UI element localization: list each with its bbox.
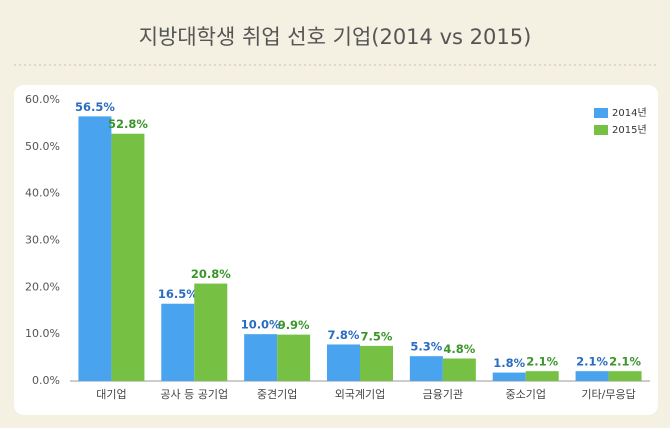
bar (575, 371, 609, 381)
x-tick-label: 기타/무응답 (581, 388, 635, 401)
legend-swatch (594, 108, 608, 118)
value-label: 56.5% (75, 100, 115, 114)
y-tick-label: 20.0% (25, 280, 60, 293)
bar (194, 283, 228, 381)
bar (492, 372, 526, 381)
y-tick-label: 30.0% (25, 234, 60, 247)
value-label: 5.3% (410, 340, 442, 354)
chart-title: 지방대학생 취업 선호 기업(2014 vs 2015) (139, 25, 532, 49)
bar (161, 303, 195, 381)
value-label: 2.1% (576, 355, 608, 369)
legend-swatch (594, 125, 608, 135)
value-label: 20.8% (191, 267, 231, 281)
bar (360, 345, 393, 381)
x-tick-label: 대기업 (96, 388, 126, 401)
value-label: 2.1% (526, 355, 558, 369)
value-label: 1.8% (493, 356, 525, 370)
y-tick-label: 60.0% (25, 93, 60, 106)
value-label: 7.5% (361, 329, 393, 343)
bar (327, 344, 360, 381)
y-tick-label: 10.0% (25, 327, 60, 340)
value-label: 16.5% (158, 287, 198, 301)
value-label: 4.8% (443, 342, 475, 356)
value-label: 2.1% (609, 355, 641, 369)
value-label: 9.9% (278, 318, 310, 332)
x-tick-label: 외국계기업 (335, 388, 386, 401)
bar (442, 358, 476, 381)
bar (244, 334, 278, 381)
value-label: 52.8% (108, 117, 148, 131)
y-tick-label: 40.0% (25, 187, 60, 200)
x-tick-label: 금융기관 (423, 388, 463, 401)
x-tick-label: 중소기업 (505, 388, 545, 401)
bar (525, 371, 559, 381)
legend-label: 2014년 (612, 107, 647, 119)
y-tick-label: 50.0% (25, 140, 60, 153)
y-tick-label: 0.0% (32, 374, 60, 387)
value-label: 10.0% (241, 318, 281, 332)
bar (277, 334, 311, 381)
legend-label: 2015년 (612, 124, 647, 136)
x-tick-label: 중견기업 (257, 388, 297, 401)
value-label: 7.8% (328, 328, 360, 342)
bar (409, 356, 443, 381)
x-tick-label: 공사 등 공기업 (160, 388, 228, 401)
bar (78, 116, 112, 382)
bar (111, 133, 145, 381)
bar (608, 371, 642, 381)
